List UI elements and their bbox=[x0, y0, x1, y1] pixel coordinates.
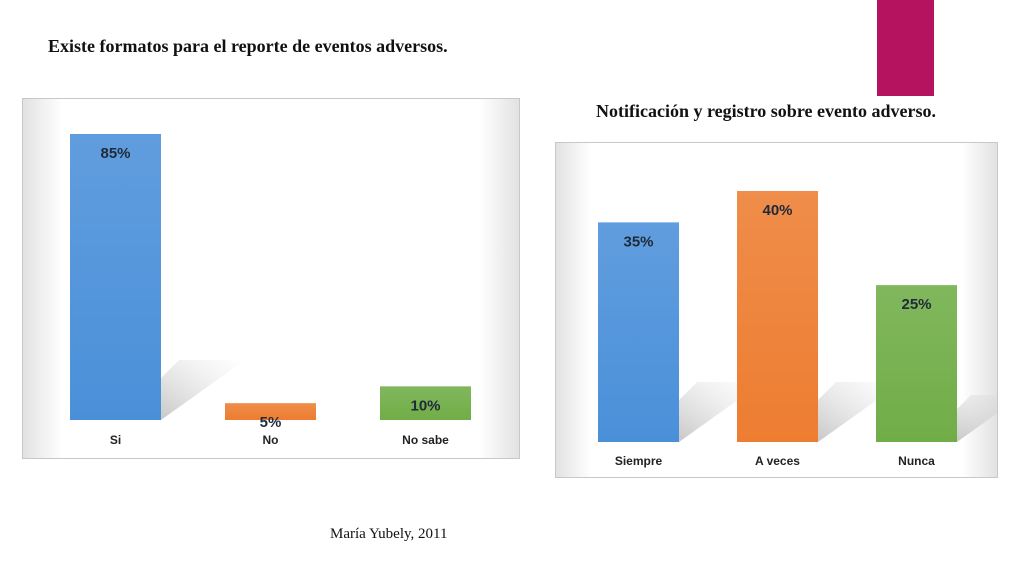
formatos-data-label-no: 5% bbox=[260, 414, 282, 431]
formatos-tick-label-si: Si bbox=[110, 433, 121, 447]
decorative-accent-bar bbox=[877, 0, 934, 96]
notificacion-tick-label-siempre: Siempre bbox=[615, 454, 663, 468]
footer-author: María Yubely, 2011 bbox=[330, 526, 448, 542]
formatos-tick-label-no: No bbox=[263, 433, 279, 447]
chart-notificacion: 35% Siempre 40% A veces 25% Nunca bbox=[555, 142, 998, 478]
notificacion-bar-siempre bbox=[598, 222, 679, 442]
formatos-bar-si bbox=[70, 134, 161, 420]
notificacion-tick-label-a-veces: A veces bbox=[755, 454, 800, 468]
formatos-bar-shadow-si bbox=[161, 360, 245, 420]
formatos-bar-no bbox=[225, 403, 316, 420]
notificacion-bar-a-veces bbox=[737, 191, 818, 442]
notificacion-data-label-siempre: 35% bbox=[623, 233, 653, 250]
formatos-bar-no-sabe bbox=[380, 386, 471, 420]
chart-formatos-plot: 85% Si 5% No 10% No sabe bbox=[23, 99, 519, 458]
chart-notificacion-plot: 35% Siempre 40% A veces 25% Nunca bbox=[556, 143, 997, 477]
chart-formatos: 85% Si 5% No 10% No sabe bbox=[22, 98, 520, 459]
chart-title-notificacion: Notificación y registro sobre evento adv… bbox=[596, 101, 936, 121]
notificacion-bar-nunca bbox=[876, 285, 957, 442]
notificacion-data-label-nunca: 25% bbox=[901, 296, 931, 313]
notificacion-bar-shadow-nunca bbox=[957, 394, 997, 442]
chart-title-formatos: Existe formatos para el reporte de event… bbox=[48, 36, 448, 56]
notificacion-tick-label-nunca: Nunca bbox=[898, 454, 935, 468]
notificacion-data-label-a-veces: 40% bbox=[762, 202, 792, 219]
formatos-data-label-si: 85% bbox=[100, 145, 130, 162]
formatos-data-label-no-sabe: 10% bbox=[410, 397, 440, 414]
formatos-tick-label-no-sabe: No sabe bbox=[402, 433, 449, 447]
